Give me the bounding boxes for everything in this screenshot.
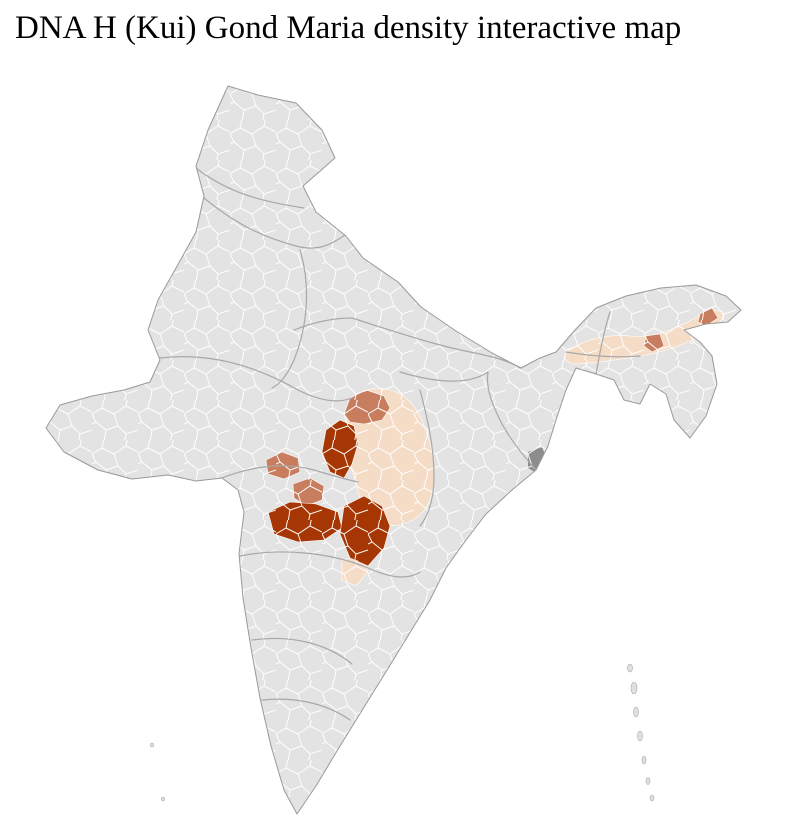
lakshadweep-islands [149,742,166,802]
india-outline [45,85,742,815]
andaman-nicobar-islands [627,663,655,802]
state-borders [159,167,641,721]
district-boundaries-mesh [46,86,741,814]
page-title: DNA H (Kui) Gond Maria density interacti… [15,10,682,46]
